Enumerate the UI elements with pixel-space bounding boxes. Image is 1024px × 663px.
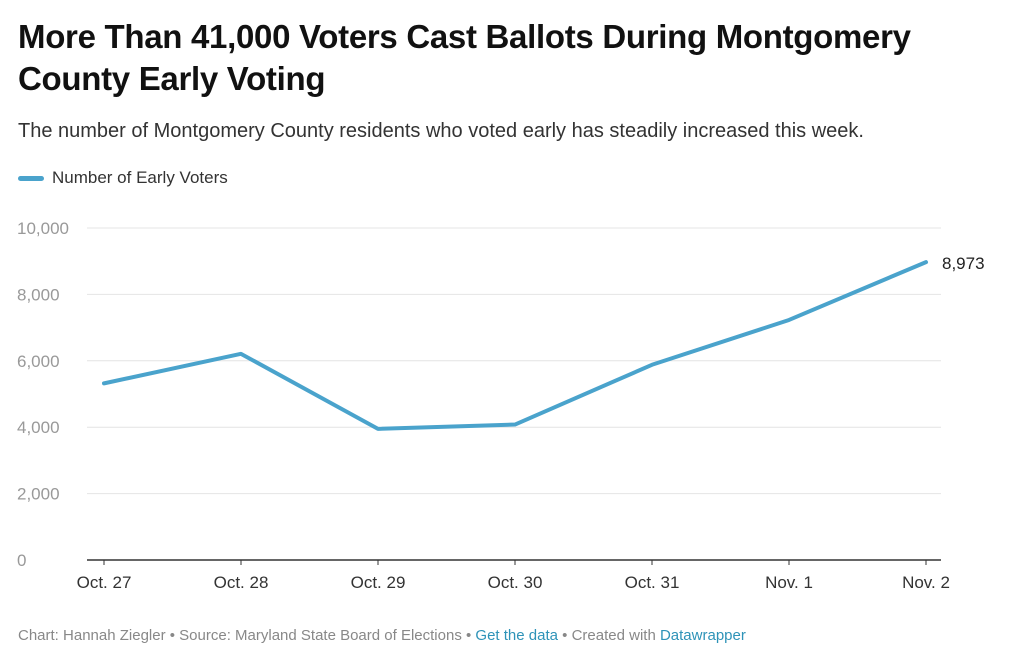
footer-separator: • <box>461 627 476 644</box>
y-tick-label: 10,000 <box>17 219 69 238</box>
get-the-data-link[interactable]: Get the data <box>475 627 558 644</box>
legend-label: Number of Early Voters <box>52 168 228 187</box>
chart-credit: Chart: Hannah Ziegler <box>18 627 166 644</box>
source-credit: Source: Maryland State Board of Election… <box>179 627 462 644</box>
y-tick-label: 2,000 <box>17 485 60 504</box>
created-with-text: Created with <box>571 627 656 644</box>
x-tick-label: Oct. 31 <box>625 573 680 592</box>
y-tick-label: 6,000 <box>17 352 60 371</box>
legend: Number of Early Voters <box>18 168 228 188</box>
x-tick-label: Nov. 2 <box>902 573 950 592</box>
end-value-label: 8,973 <box>942 254 985 273</box>
x-tick-label: Oct. 29 <box>351 573 406 592</box>
series-line-early-voters <box>102 260 928 431</box>
legend-swatch <box>18 175 44 181</box>
line-chart: 0 2,000 4,000 6,000 8,000 10,000 Oct. 27 Oct. 2… <box>17 219 985 592</box>
footer-separator: • <box>165 627 180 644</box>
x-tick-label: Nov. 1 <box>765 573 813 592</box>
y-tick-label: 4,000 <box>17 418 60 437</box>
y-tick-label: 0 <box>17 551 26 570</box>
x-tick-label: Oct. 30 <box>488 573 543 592</box>
footer-separator: • <box>557 627 572 644</box>
y-tick-label: 8,000 <box>17 285 60 304</box>
datawrapper-link[interactable]: Datawrapper <box>659 627 746 644</box>
x-tick-label: Oct. 28 <box>214 573 269 592</box>
x-tick-label: Oct. 27 <box>77 573 132 592</box>
footer: Chart: Hannah Ziegler • Source: Maryland… <box>18 627 746 644</box>
chart-title: More Than 41,000 Voters Cast Ballots Dur… <box>18 18 911 97</box>
chart-subtitle: The number of Montgomery County resident… <box>18 120 864 142</box>
